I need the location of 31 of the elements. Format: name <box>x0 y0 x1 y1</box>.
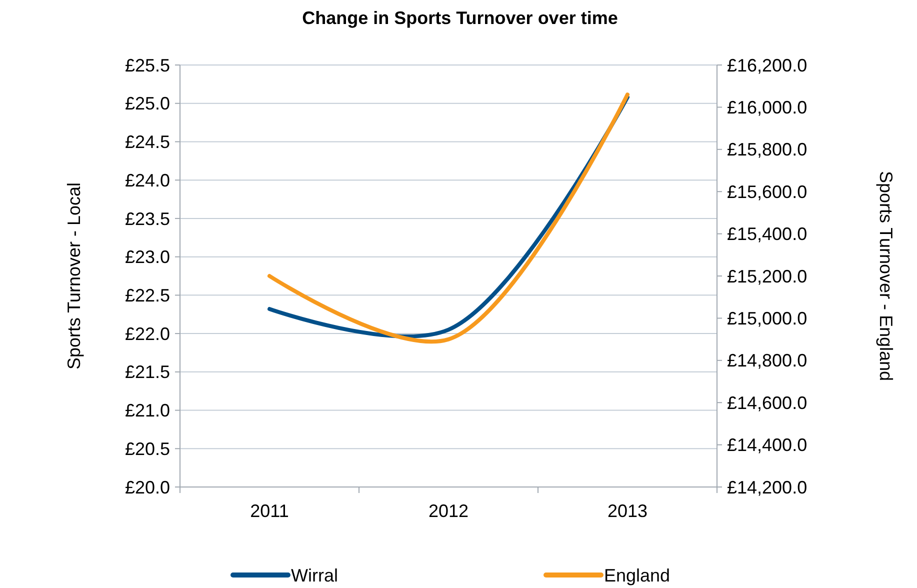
legend-label: England <box>604 565 670 586</box>
y-tick-label: £25.0 <box>124 94 170 114</box>
y2-axis-title: Sports Turnover - England <box>876 170 896 382</box>
x-tick-label: 2013 <box>607 501 648 521</box>
chart-title: Change in Sports Turnover over time <box>302 8 618 28</box>
y2-tick-label: £15,800.0 <box>727 140 808 160</box>
y-tick-label: £20.0 <box>124 477 170 498</box>
y2-tick-label: £15,600.0 <box>727 182 808 202</box>
y-tick-label: £21.0 <box>124 400 170 421</box>
y2-tick-label: £14,600.0 <box>727 392 808 413</box>
x-tick-label: 2012 <box>428 501 469 521</box>
y2-tick-label: £16,000.0 <box>727 98 808 118</box>
y-tick-label: £24.5 <box>124 132 170 152</box>
y2-tick-label: £14,400.0 <box>727 435 808 456</box>
y2-tick-label: £14,800.0 <box>727 350 808 371</box>
y-tick-label: £25.5 <box>124 55 170 76</box>
y-tick-label: £23.5 <box>124 208 170 229</box>
y-axis-title: Sports Turnover - Local <box>64 182 84 370</box>
y-tick-label: £21.5 <box>124 362 170 382</box>
legend-label: Wirral <box>291 565 338 586</box>
y2-tick-label: £14,200.0 <box>727 477 808 498</box>
y2-tick-label: £16,200.0 <box>727 55 808 76</box>
y2-tick-label: £15,200.0 <box>727 266 808 286</box>
x-tick-label: 2011 <box>250 501 289 521</box>
y-tick-label: £23.0 <box>124 247 170 268</box>
y-tick-label: £22.5 <box>124 285 170 306</box>
y2-tick-label: £15,400.0 <box>727 224 808 244</box>
y-tick-label: £22.0 <box>124 324 170 344</box>
y-tick-label: £20.5 <box>124 438 170 459</box>
y2-tick-label: £15,000.0 <box>727 308 808 328</box>
y-tick-label: £24.0 <box>124 170 170 190</box>
